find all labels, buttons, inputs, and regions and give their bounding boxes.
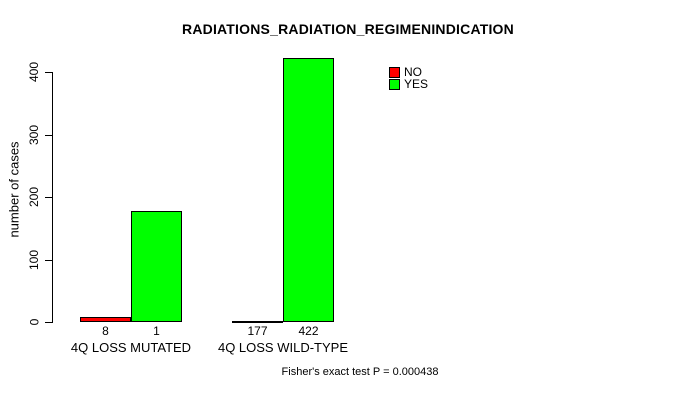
y-tick-label-box-100: 100 [23, 240, 45, 280]
y-tick-0 [45, 322, 52, 323]
category-label-group2: 4Q LOSS WILD-TYPE [217, 340, 349, 355]
y-tick-label-box-200: 200 [23, 177, 45, 217]
legend-swatch-yes [389, 78, 400, 90]
bar-no-group1 [80, 317, 131, 322]
legend-label-no: NO [404, 65, 422, 79]
bar-count-no-group1: 8 [102, 324, 109, 338]
y-tick-label-100: 100 [27, 249, 41, 271]
y-tick-100 [45, 260, 52, 261]
y-tick-label-400: 400 [27, 61, 41, 83]
y-tick-label-box-400: 400 [23, 52, 45, 92]
y-tick-200 [45, 197, 52, 198]
bar-yes-group2 [283, 58, 334, 322]
bar-count-no-group2: 177 [247, 324, 268, 338]
y-axis-line [52, 72, 53, 323]
legend: NO YES [389, 66, 428, 90]
y-axis-label: number of cases [6, 140, 22, 238]
y-tick-400 [45, 72, 52, 73]
legend-label-yes: YES [404, 77, 429, 91]
y-tick-label-200: 200 [27, 186, 41, 208]
legend-item-no: NO [389, 66, 428, 78]
y-tick-300 [45, 135, 52, 136]
category-label-group1: 4Q LOSS MUTATED [70, 340, 192, 355]
pvalue-annotation: Fisher's exact test P = 0.000438 [281, 366, 439, 378]
y-tick-label-0: 0 [27, 318, 41, 326]
y-tick-label-box-300: 300 [23, 115, 45, 155]
chart-title: RADIATIONS_RADIATION_REGIMENINDICATION [182, 21, 514, 37]
y-tick-label-300: 300 [27, 124, 41, 146]
bar-yes-group1 [131, 211, 182, 322]
bar-no-group2 [232, 321, 283, 323]
y-tick-label-box-0: 0 [23, 302, 45, 342]
bar-count-yes-group1: 1 [153, 324, 160, 338]
legend-item-yes: YES [389, 78, 428, 90]
legend-swatch-no [389, 66, 400, 78]
bar-count-yes-group2: 422 [298, 324, 319, 338]
